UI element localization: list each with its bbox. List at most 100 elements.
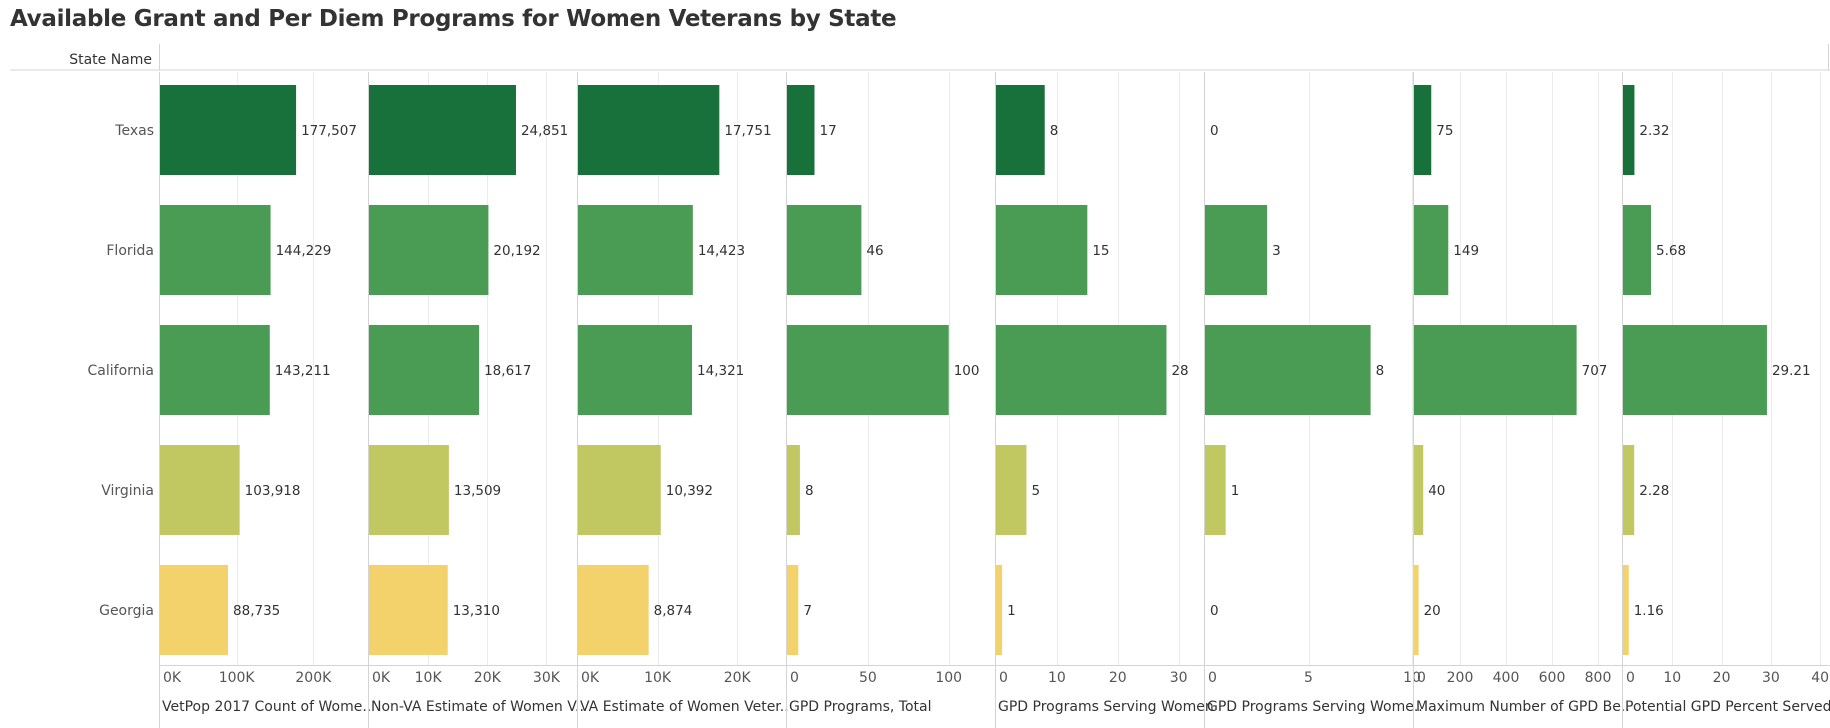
bar-florida (1205, 205, 1268, 295)
data-label: 143,211 (275, 363, 331, 379)
bar-georgia (1623, 565, 1629, 655)
data-label: 28 (1171, 363, 1188, 379)
data-label: 8 (805, 483, 814, 499)
axis-tick-label: 20 (1713, 670, 1731, 686)
bar-texas (1414, 85, 1432, 175)
data-label: 20 (1424, 603, 1441, 619)
bar-georgia (1414, 565, 1419, 655)
panel-title: Maximum Number of GPD Be.. (1416, 699, 1630, 715)
axis-tick-label: 0 (1208, 670, 1217, 686)
data-label: 2.32 (1639, 123, 1669, 139)
data-label: 7 (803, 603, 812, 619)
bar-california (1205, 325, 1371, 415)
data-label: 13,310 (453, 603, 500, 619)
bar-georgia (369, 565, 448, 655)
row-label-georgia: Georgia (99, 603, 154, 619)
data-label: 144,229 (276, 243, 332, 259)
axis-tick-label: 50 (859, 670, 877, 686)
axis-tick-label: 40 (1811, 670, 1829, 686)
data-label: 14,321 (697, 363, 744, 379)
panel-title: GPD Programs Serving Wome.. (1207, 699, 1423, 715)
bar-florida (160, 205, 271, 295)
axis-tick-label: 100 (935, 670, 962, 686)
data-label: 15 (1092, 243, 1109, 259)
axis-tick-label: 800 (1585, 670, 1612, 686)
axis-tick-label: 10K (415, 670, 443, 686)
bar-florida (578, 205, 693, 295)
row-label-california: California (88, 363, 154, 379)
bar-texas (369, 85, 516, 175)
bar-california (369, 325, 480, 415)
row-label-texas: Texas (114, 123, 154, 139)
bar-texas (160, 85, 297, 175)
bar-georgia (787, 565, 799, 655)
axis-tick-label: 0K (581, 670, 600, 686)
data-label: 17,751 (724, 123, 771, 139)
data-label: 13,509 (454, 483, 501, 499)
data-label: 29.21 (1772, 363, 1811, 379)
data-label: 3 (1272, 243, 1281, 259)
bar-texas (1623, 85, 1635, 175)
data-label: 149 (1453, 243, 1479, 259)
data-label: 0 (1210, 603, 1219, 619)
axis-tick-label: 10 (1403, 670, 1421, 686)
axis-tick-label: 400 (1493, 670, 1520, 686)
panel-title: GPD Programs, Total (789, 699, 931, 715)
axis-tick-label: 0K (372, 670, 391, 686)
data-label: 2.28 (1639, 483, 1669, 499)
axis-tick-label: 10K (644, 670, 672, 686)
data-label: 100 (954, 363, 980, 379)
data-label: 10,392 (666, 483, 713, 499)
bar-georgia (578, 565, 649, 655)
bar-virginia (1623, 445, 1635, 535)
axis-tick-label: 0 (790, 670, 799, 686)
data-label: 40 (1428, 483, 1445, 499)
axis-tick-label: 200K (295, 670, 332, 686)
data-label: 14,423 (698, 243, 745, 259)
panel-3: 17,751 14,423 14,321 10,392 8,874 0K 10K 20K VA … (577, 72, 789, 728)
row-label-virginia: Virginia (101, 483, 154, 499)
bar-california (578, 325, 693, 415)
panel-2: 24,851 20,192 18,617 13,509 13,310 0K 10K 20K 30… (368, 72, 584, 728)
axis-tick-label: 20K (724, 670, 752, 686)
bar-virginia (578, 445, 661, 535)
axis-tick-label: 30 (1170, 670, 1188, 686)
data-label: 8 (1376, 363, 1385, 379)
bar-virginia (369, 445, 449, 535)
data-label: 46 (866, 243, 883, 259)
bar-texas (996, 85, 1045, 175)
data-label: 17 (819, 123, 836, 139)
data-label: 177,507 (301, 123, 357, 139)
data-label: 1.16 (1634, 603, 1664, 619)
chart-title: Available Grant and Per Diem Programs fo… (10, 6, 897, 32)
bar-california (1414, 325, 1577, 415)
data-label: 24,851 (521, 123, 568, 139)
bar-california (1623, 325, 1767, 415)
panel-8: 2.32 5.68 29.21 2.28 1.16 0 10 20 30 40 Potential … (1622, 72, 1830, 728)
bar-virginia (1205, 445, 1226, 535)
bar-california (996, 325, 1167, 415)
bar-virginia (996, 445, 1027, 535)
data-label: 75 (1436, 123, 1453, 139)
bar-texas (787, 85, 815, 175)
row-header-label: State Name (69, 52, 152, 68)
panel-1: 177,507 144,229 143,211 103,918 88,735 0K 100K… (159, 72, 371, 728)
axis-tick-label: 0 (1417, 670, 1426, 686)
axis-tick-label: 10 (1048, 670, 1066, 686)
data-label: 103,918 (245, 483, 301, 499)
axis-tick-label: 600 (1539, 670, 1566, 686)
bar-florida (1623, 205, 1651, 295)
bar-california (160, 325, 270, 415)
axis-tick-label: 0K (163, 670, 182, 686)
bar-florida (1414, 205, 1449, 295)
axis-tick-label: 30K (533, 670, 561, 686)
axis-tick-label: 100K (219, 670, 256, 686)
axis-tick-label: 30 (1762, 670, 1780, 686)
data-label: 20,192 (493, 243, 540, 259)
axis-tick-label: 20 (1109, 670, 1127, 686)
bar-florida (996, 205, 1088, 295)
